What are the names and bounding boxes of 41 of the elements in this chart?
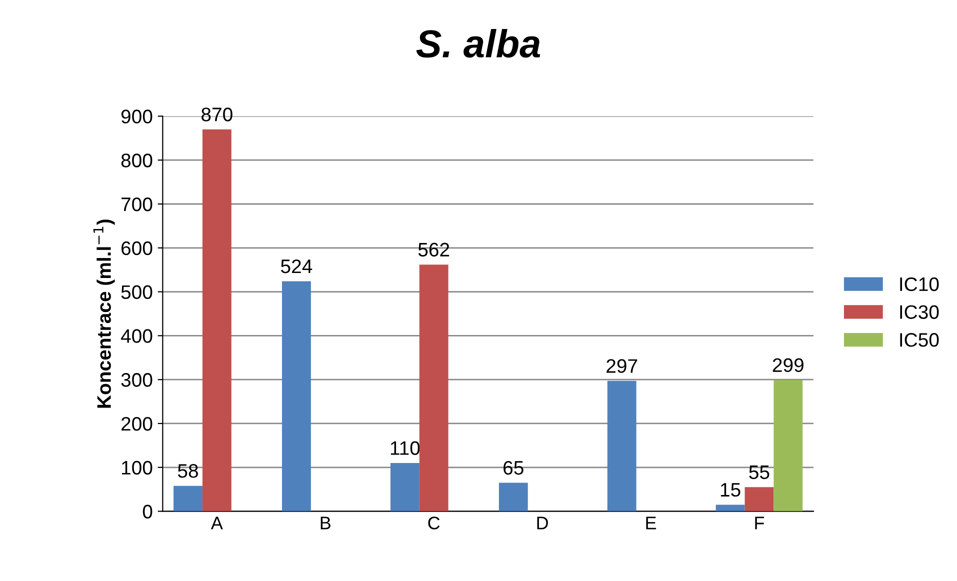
y-tick-label: 200 xyxy=(122,416,152,431)
data-label: 58 xyxy=(178,464,198,478)
data-label: 65 xyxy=(504,460,524,475)
y-tick-label: 600 xyxy=(122,241,152,256)
y-tick-label: 700 xyxy=(122,197,152,212)
x-tick-label: E xyxy=(646,516,656,530)
bar xyxy=(419,264,448,512)
y-tick-label: 300 xyxy=(121,373,152,387)
data-label: 562 xyxy=(418,242,450,257)
legend-label: IC50 xyxy=(900,333,939,347)
bar xyxy=(744,487,774,512)
data-label: 15 xyxy=(720,483,740,497)
chart-title: S. alba xyxy=(416,29,540,58)
x-tick-label: B xyxy=(320,516,330,530)
bar xyxy=(716,504,745,512)
y-tick-label: 100 xyxy=(122,460,152,475)
x-tick-label: C xyxy=(428,516,440,530)
bar xyxy=(390,462,420,512)
y-tick-label: 800 xyxy=(121,154,152,168)
bar xyxy=(282,281,311,512)
bar xyxy=(174,486,202,512)
bar xyxy=(498,482,528,512)
bar xyxy=(202,129,232,512)
y-tick-label: 900 xyxy=(121,110,152,124)
data-label: 55 xyxy=(749,466,770,480)
data-label: 870 xyxy=(202,108,232,122)
data-label: 299 xyxy=(772,358,804,372)
legend-label: IC30 xyxy=(900,305,939,319)
data-label: 297 xyxy=(606,359,638,373)
y-tick-label: 500 xyxy=(121,285,152,300)
x-tick-label: A xyxy=(210,516,223,530)
x-tick-label: D xyxy=(537,516,548,530)
legend-label: IC10 xyxy=(900,277,939,292)
bar xyxy=(774,380,803,512)
bar xyxy=(607,380,636,512)
y-tick-label: 0 xyxy=(142,504,152,519)
y-axis-title: Koncentrace (ml.l$^{−1}$) xyxy=(93,220,115,408)
y-tick-label: 400 xyxy=(120,329,152,343)
x-tick-label: F xyxy=(755,516,764,530)
data-label: 524 xyxy=(281,259,312,274)
data-label: 110 xyxy=(390,441,420,455)
